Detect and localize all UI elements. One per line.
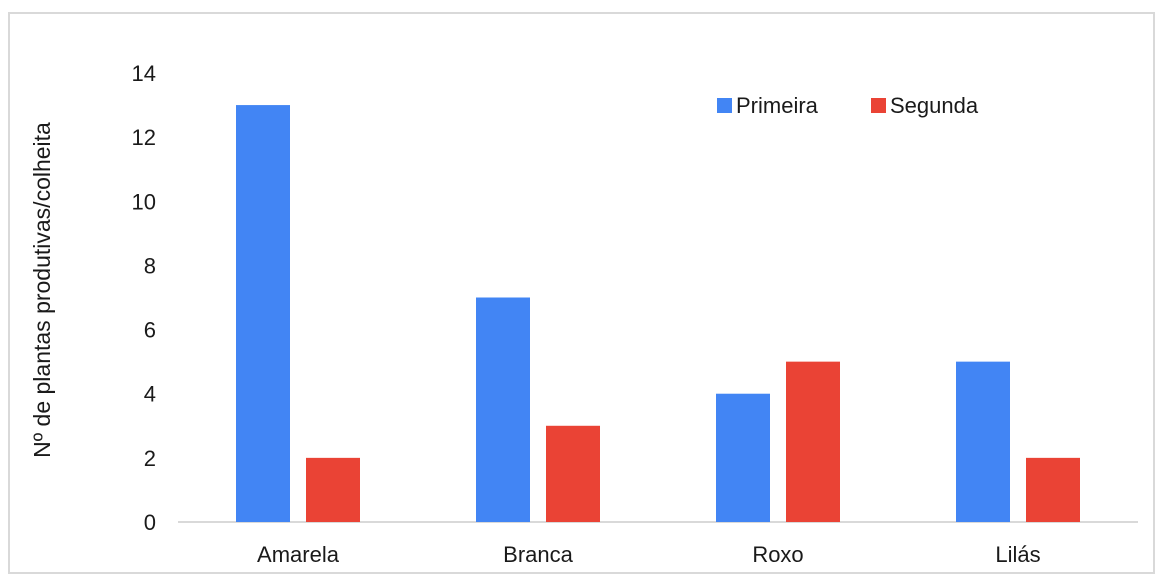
bar-primeira-amarela — [236, 105, 290, 523]
y-tick-label: 2 — [144, 446, 156, 471]
bar-segunda-lilás — [1026, 457, 1080, 522]
bars — [236, 105, 1080, 523]
y-tick-label: 6 — [144, 318, 156, 343]
x-tick-label: Lilás — [995, 542, 1040, 567]
y-axis-title: Nº de plantas produtivas/colheita — [29, 122, 55, 458]
bar-primeira-lilás — [956, 361, 1010, 522]
y-tick-label: 12 — [132, 125, 156, 150]
legend: Primeira Segunda — [717, 93, 979, 118]
legend-label-primeira: Primeira — [736, 93, 819, 118]
bar-segunda-amarela — [306, 457, 360, 522]
y-tick-label: 8 — [144, 253, 156, 278]
x-tick-label: Roxo — [752, 542, 803, 567]
legend-label-segunda: Segunda — [890, 93, 979, 118]
y-tick-label: 10 — [132, 189, 156, 214]
legend-swatch-primeira — [717, 98, 732, 113]
x-tick-label: Branca — [503, 542, 573, 567]
y-tick-label: 14 — [132, 61, 156, 86]
bar-segunda-branca — [546, 425, 600, 522]
bar-segunda-roxo — [786, 361, 840, 522]
y-axis-ticks: 0 2 4 6 8 10 12 14 — [132, 61, 156, 535]
x-tick-label: Amarela — [257, 542, 340, 567]
bar-primeira-roxo — [716, 393, 770, 522]
y-tick-label: 0 — [144, 510, 156, 535]
y-tick-label: 4 — [144, 382, 156, 407]
x-axis-ticks: Amarela Branca Roxo Lilás — [257, 542, 1041, 567]
bar-primeira-branca — [476, 297, 530, 522]
legend-swatch-segunda — [871, 98, 886, 113]
